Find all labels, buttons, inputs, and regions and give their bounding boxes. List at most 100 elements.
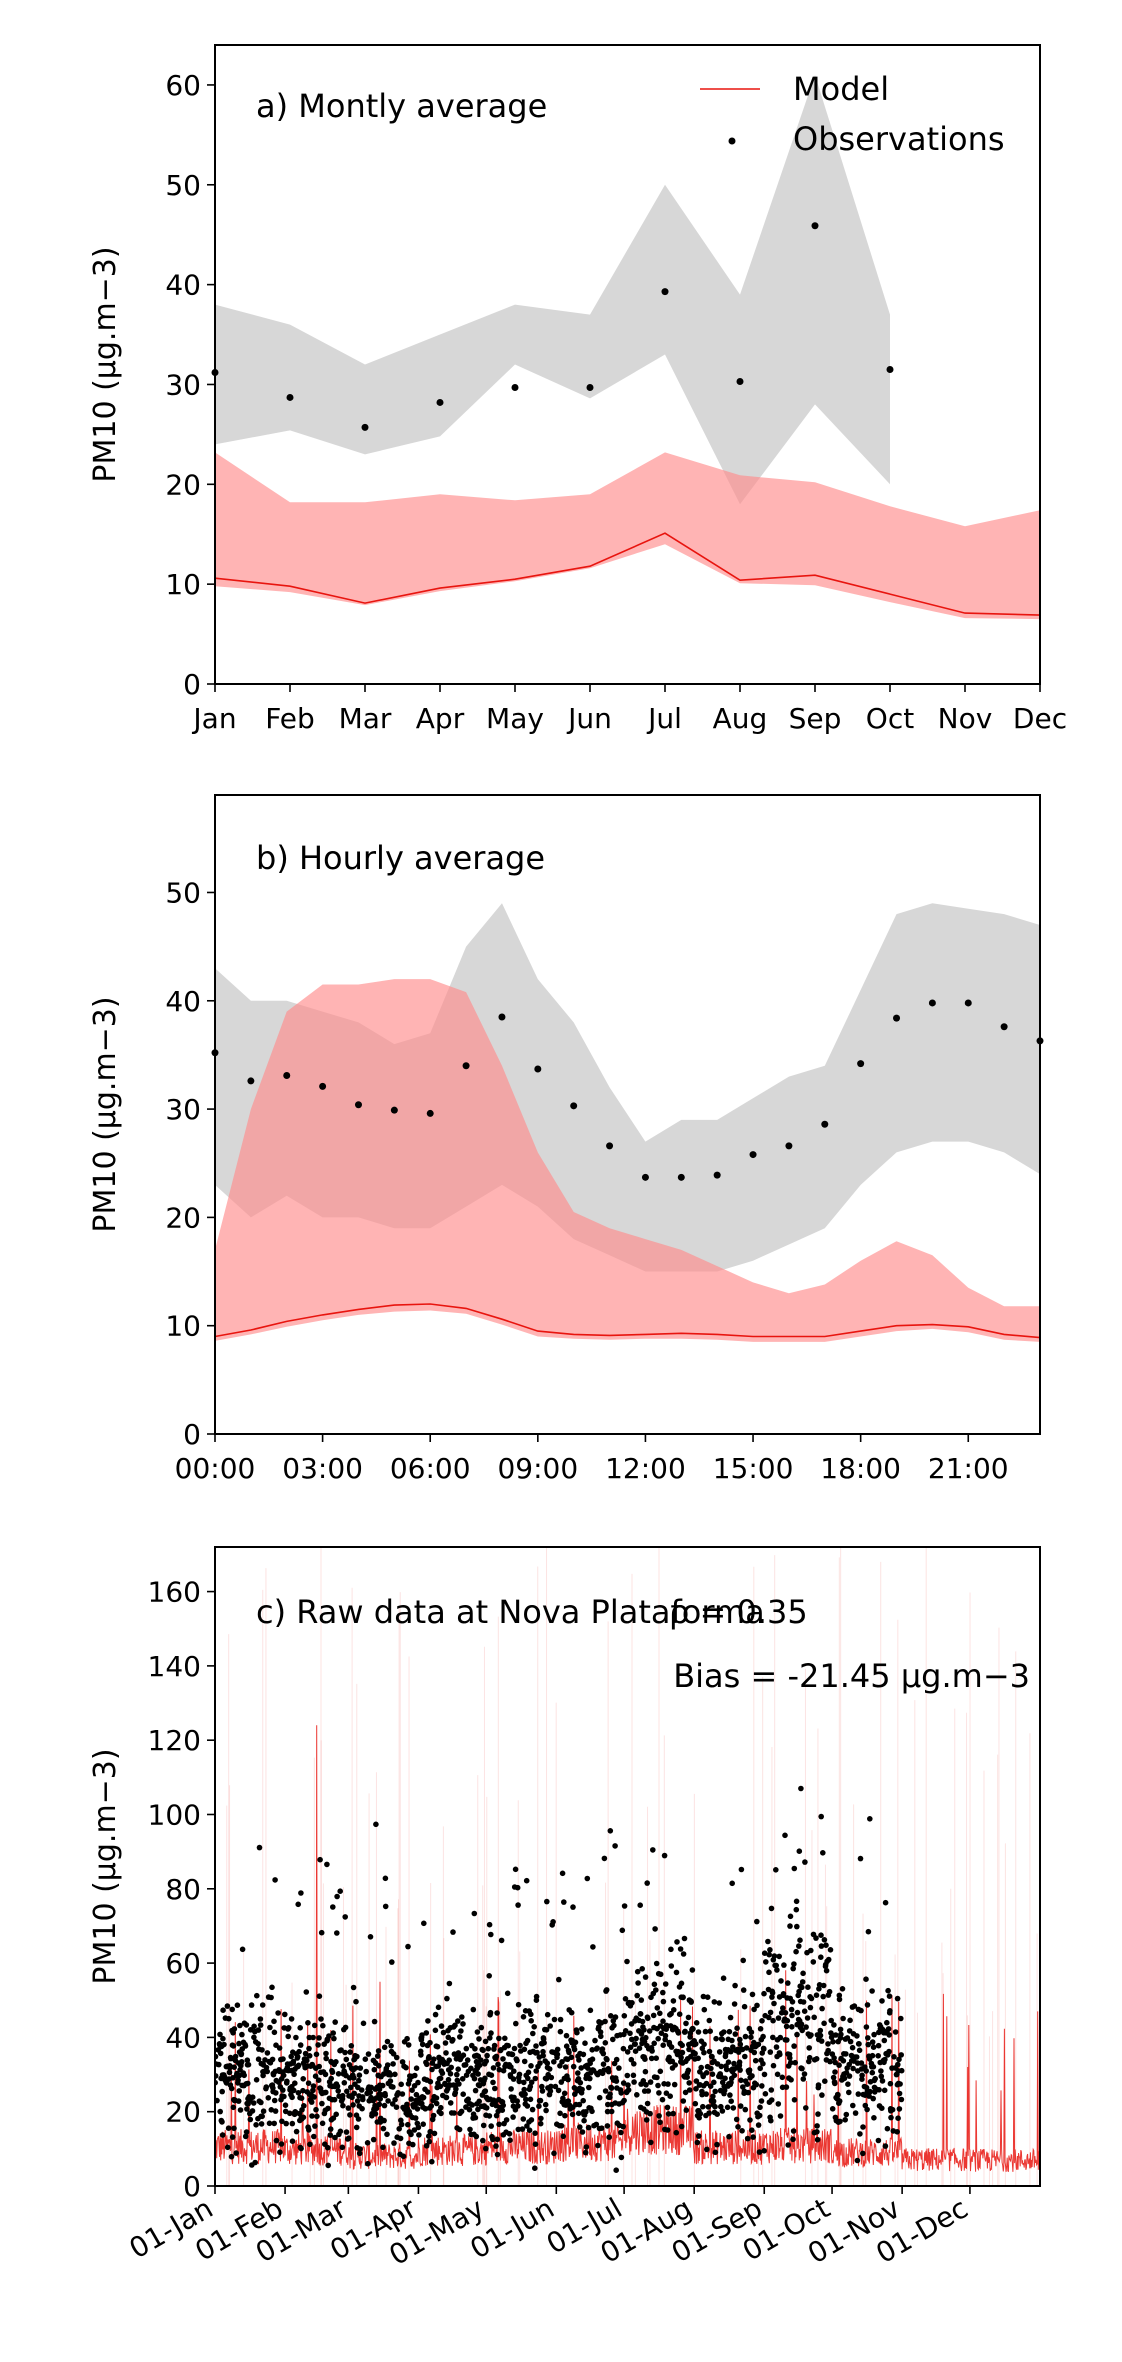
observation-point xyxy=(840,2015,846,2022)
observation-point xyxy=(257,2022,264,2028)
observation-point xyxy=(585,2065,591,2071)
x-tick-label: Jul xyxy=(646,702,682,735)
y-tick-label: 40 xyxy=(165,269,201,302)
observation-point xyxy=(524,2103,531,2109)
observation-point xyxy=(655,2035,661,2042)
observation-point xyxy=(298,1890,304,1896)
x-tick-label: Apr xyxy=(416,702,465,735)
observation-point xyxy=(439,2070,446,2076)
observation-point xyxy=(353,1998,359,2005)
observation-point xyxy=(660,1998,667,2005)
observation-point xyxy=(556,1976,562,1983)
observation-point xyxy=(420,2094,427,2101)
observation-point xyxy=(756,2149,763,2155)
observation-point xyxy=(780,1991,787,1997)
observation-point xyxy=(639,2018,646,2025)
observation-point xyxy=(460,2021,466,2027)
observation-point xyxy=(253,2122,259,2128)
observation-point xyxy=(637,2011,644,2017)
observation-point xyxy=(280,2072,287,2079)
observation-point xyxy=(682,2028,688,2035)
observation-point xyxy=(519,2126,526,2132)
observation-point xyxy=(540,2052,546,2059)
observation-point xyxy=(242,2043,249,2049)
observation-point xyxy=(668,2044,675,2050)
observation-point xyxy=(332,2019,339,2025)
observation-point xyxy=(758,2098,765,2104)
observation-point xyxy=(828,2030,834,2036)
observation-point xyxy=(640,2078,647,2084)
observation-point xyxy=(787,2055,793,2061)
observation-point xyxy=(589,2047,595,2053)
observation-point xyxy=(869,1988,875,1994)
observation-point xyxy=(820,1993,826,2000)
observation-point xyxy=(245,2080,251,2087)
observation-point xyxy=(866,2093,872,2099)
observation-point xyxy=(607,1828,614,1834)
observation-point xyxy=(432,2027,439,2034)
y-tick-label: 60 xyxy=(165,69,201,102)
x-tick-label: 09:00 xyxy=(497,1452,578,1485)
observation-point xyxy=(429,2158,435,2165)
observation-point xyxy=(351,2075,357,2081)
observation-point xyxy=(1000,1023,1008,1031)
observation-point xyxy=(219,2119,225,2125)
observation-point xyxy=(532,2130,538,2136)
observation-point xyxy=(281,2093,287,2100)
observation-point xyxy=(678,2054,684,2061)
observation-point xyxy=(341,2080,348,2086)
observation-point xyxy=(516,2071,523,2078)
y-tick-label: 80 xyxy=(165,1873,201,1906)
observation-point xyxy=(276,2045,283,2051)
observation-point xyxy=(701,2041,707,2048)
observation-point xyxy=(238,2051,245,2057)
observation-point xyxy=(475,2071,481,2077)
observation-point xyxy=(660,2018,666,2024)
observation-point xyxy=(879,2078,886,2084)
observation-point xyxy=(604,2108,611,2115)
observation-point xyxy=(828,2034,835,2041)
observation-point xyxy=(854,2157,861,2164)
observation-point xyxy=(226,2069,233,2076)
observation-point xyxy=(823,1942,829,1948)
observation-point xyxy=(390,2084,396,2090)
observation-point xyxy=(882,1899,889,1906)
observation-point xyxy=(398,2117,404,2124)
observation-point xyxy=(803,2105,809,2111)
observation-point xyxy=(271,2029,278,2036)
observation-point xyxy=(249,2108,256,2114)
observation-point xyxy=(801,2008,808,2014)
observation-point xyxy=(342,1914,349,1920)
observation-point xyxy=(255,2027,262,2033)
x-tick-label: Nov xyxy=(938,702,993,735)
observation-point xyxy=(379,2082,386,2089)
observation-point xyxy=(415,2079,421,2086)
observation-point xyxy=(727,2092,733,2098)
observation-point xyxy=(559,1870,566,1877)
observation-point xyxy=(800,1999,807,2005)
observation-point xyxy=(235,2077,241,2083)
observation-point xyxy=(803,2024,809,2030)
observation-point xyxy=(629,2000,635,2006)
observation-point xyxy=(686,2087,693,2093)
observation-point xyxy=(616,2065,622,2071)
observation-point xyxy=(898,2015,904,2022)
observation-point xyxy=(887,2008,893,2014)
observation-point xyxy=(734,2025,740,2031)
observation-point xyxy=(488,2030,494,2036)
observation-point xyxy=(784,2017,791,2024)
observation-point xyxy=(563,2032,570,2039)
observation-point xyxy=(297,2042,304,2048)
observation-point xyxy=(811,222,819,230)
observation-point xyxy=(494,2136,501,2143)
observation-point xyxy=(647,2110,653,2117)
observation-point xyxy=(667,2093,673,2099)
observation-point xyxy=(447,2100,454,2106)
observation-point xyxy=(660,2042,666,2048)
observation-point xyxy=(582,2149,589,2156)
observation-point xyxy=(575,2070,581,2076)
observation-point xyxy=(740,2084,746,2090)
observation-point xyxy=(586,2084,592,2091)
x-tick-label: May xyxy=(486,702,544,735)
